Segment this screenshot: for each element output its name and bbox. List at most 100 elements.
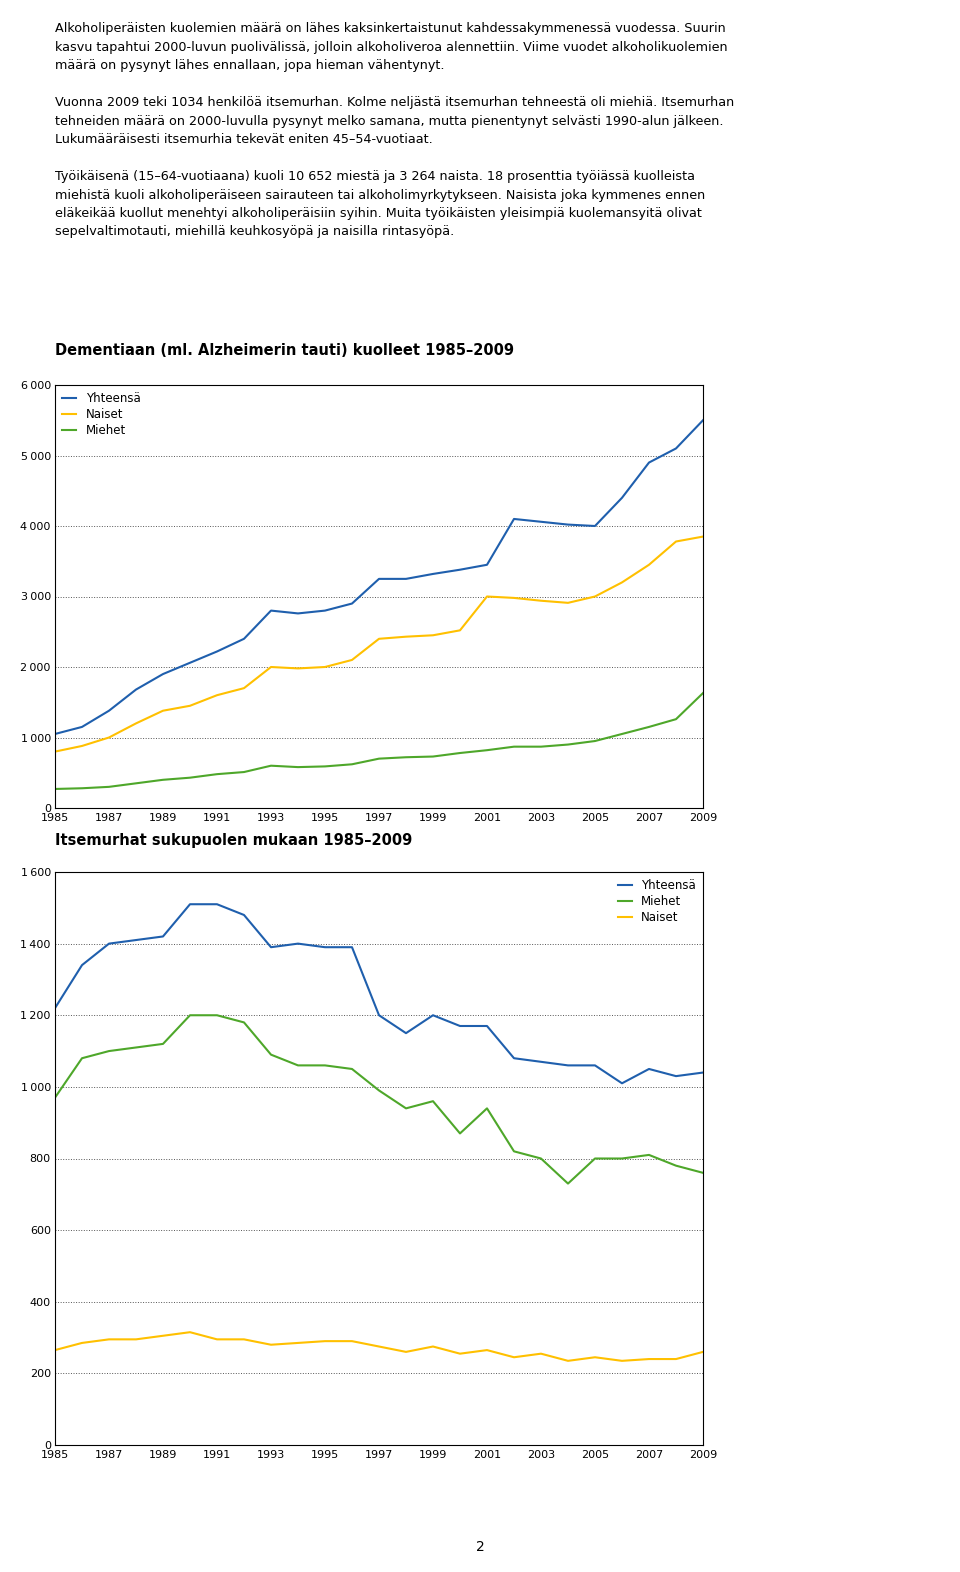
Naiset [400,627,412,646]
Miehet [49,780,60,799]
Naiset [563,1352,574,1371]
Yhteensä [292,934,303,953]
Naiset [265,1335,276,1353]
Miehet [104,778,115,797]
Miehet [238,762,250,781]
Yhteensä [373,1006,385,1025]
Yhteensä [49,998,60,1017]
Text: Vuonna 2009 teki 1034 henkilöä itsemurhan. Kolme neljästä itsemurhan tehneestä o: Vuonna 2009 teki 1034 henkilöä itsemurha… [55,96,734,108]
Miehet [76,1049,87,1067]
Naiset [157,1327,169,1346]
Miehet [508,737,519,756]
Yhteensä [76,717,87,736]
Miehet [157,1034,169,1053]
Yhteensä [320,938,331,957]
Line: Yhteensä: Yhteensä [55,904,703,1083]
Miehet [400,748,412,767]
Yhteensä [347,594,358,613]
Legend: Yhteensä, Naiset, Miehet: Yhteensä, Naiset, Miehet [60,390,143,439]
Yhteensä [49,725,60,744]
Naiset [536,1344,547,1363]
Miehet [670,709,682,728]
Miehet [508,1141,519,1160]
Naiset [320,1331,331,1350]
Yhteensä [616,489,628,508]
Miehet [49,1088,60,1107]
Text: tehneiden määrä on 2000-luvulla pysynyt melko samana, mutta pienentynyt selvästi: tehneiden määrä on 2000-luvulla pysynyt … [55,115,724,127]
Miehet [76,778,87,797]
Yhteensä [697,410,708,429]
Naiset [481,586,492,605]
Yhteensä [104,701,115,720]
Naiset [373,629,385,648]
Naiset [454,1344,466,1363]
Yhteensä [454,1017,466,1036]
Yhteensä [670,1067,682,1086]
Yhteensä [481,1017,492,1036]
Miehet [292,758,303,777]
Yhteensä [563,1056,574,1075]
Yhteensä [131,931,142,949]
Miehet [481,740,492,759]
Yhteensä [427,564,439,583]
Miehet [643,1146,655,1165]
Text: eläkeikää kuollut menehtyi alkoholiperäisiin syihin. Muita työikäisten yleisimpi: eläkeikää kuollut menehtyi alkoholiperäi… [55,208,702,220]
Yhteensä [643,453,655,472]
Naiset [184,1322,196,1341]
Line: Miehet: Miehet [55,1016,703,1184]
Text: 2: 2 [475,1541,485,1555]
Text: Työikäisenä (15–64-vuotiaana) kuoli 10 652 miestä ja 3 264 naista. 18 prosenttia: Työikäisenä (15–64-vuotiaana) kuoli 10 6… [55,170,695,182]
Yhteensä [238,905,250,924]
Miehet [373,1082,385,1100]
Yhteensä [265,938,276,957]
Naiset [563,593,574,612]
Naiset [670,531,682,550]
Miehet [697,1163,708,1182]
Miehet [589,731,601,750]
Naiset [670,1350,682,1369]
Miehet [643,717,655,736]
Yhteensä [211,894,223,913]
Miehet [347,755,358,773]
Yhteensä [454,560,466,578]
Miehet [184,1006,196,1025]
Miehet [265,756,276,775]
Miehet [347,1060,358,1078]
Naiset [536,591,547,610]
Line: Miehet: Miehet [55,693,703,789]
Yhteensä [508,1049,519,1067]
Miehet [265,1045,276,1064]
Legend: Yhteensä, Miehet, Naiset: Yhteensä, Miehet, Naiset [615,877,698,926]
Yhteensä [697,1063,708,1082]
Naiset [589,586,601,605]
Naiset [616,1352,628,1371]
Miehet [320,1056,331,1075]
Text: määrä on pysynyt lähes ennallaan, jopa hieman vähentynyt.: määrä on pysynyt lähes ennallaan, jopa h… [55,60,444,72]
Miehet [292,1056,303,1075]
Naiset [292,1333,303,1352]
Miehet [157,770,169,789]
Naiset [49,742,60,761]
Miehet [238,1012,250,1031]
Miehet [589,1149,601,1168]
Yhteensä [320,601,331,619]
Miehet [536,1149,547,1168]
Naiset [211,685,223,704]
Yhteensä [157,927,169,946]
Yhteensä [427,1006,439,1025]
Naiset [104,1330,115,1349]
Naiset [347,651,358,670]
Text: miehistä kuoli alkoholiperäiseen sairauteen tai alkoholimyrkytykseen. Naisista j: miehistä kuoli alkoholiperäiseen sairaut… [55,189,706,201]
Naiset [508,588,519,607]
Yhteensä [563,516,574,534]
Naiset [104,728,115,747]
Yhteensä [643,1060,655,1078]
Yhteensä [536,1052,547,1071]
Miehet [536,737,547,756]
Yhteensä [589,517,601,536]
Yhteensä [536,512,547,531]
Naiset [76,1333,87,1352]
Miehet [320,758,331,777]
Yhteensä [184,894,196,913]
Text: Itsemurhat sukupuolen mukaan 1985–2009: Itsemurhat sukupuolen mukaan 1985–2009 [55,833,412,847]
